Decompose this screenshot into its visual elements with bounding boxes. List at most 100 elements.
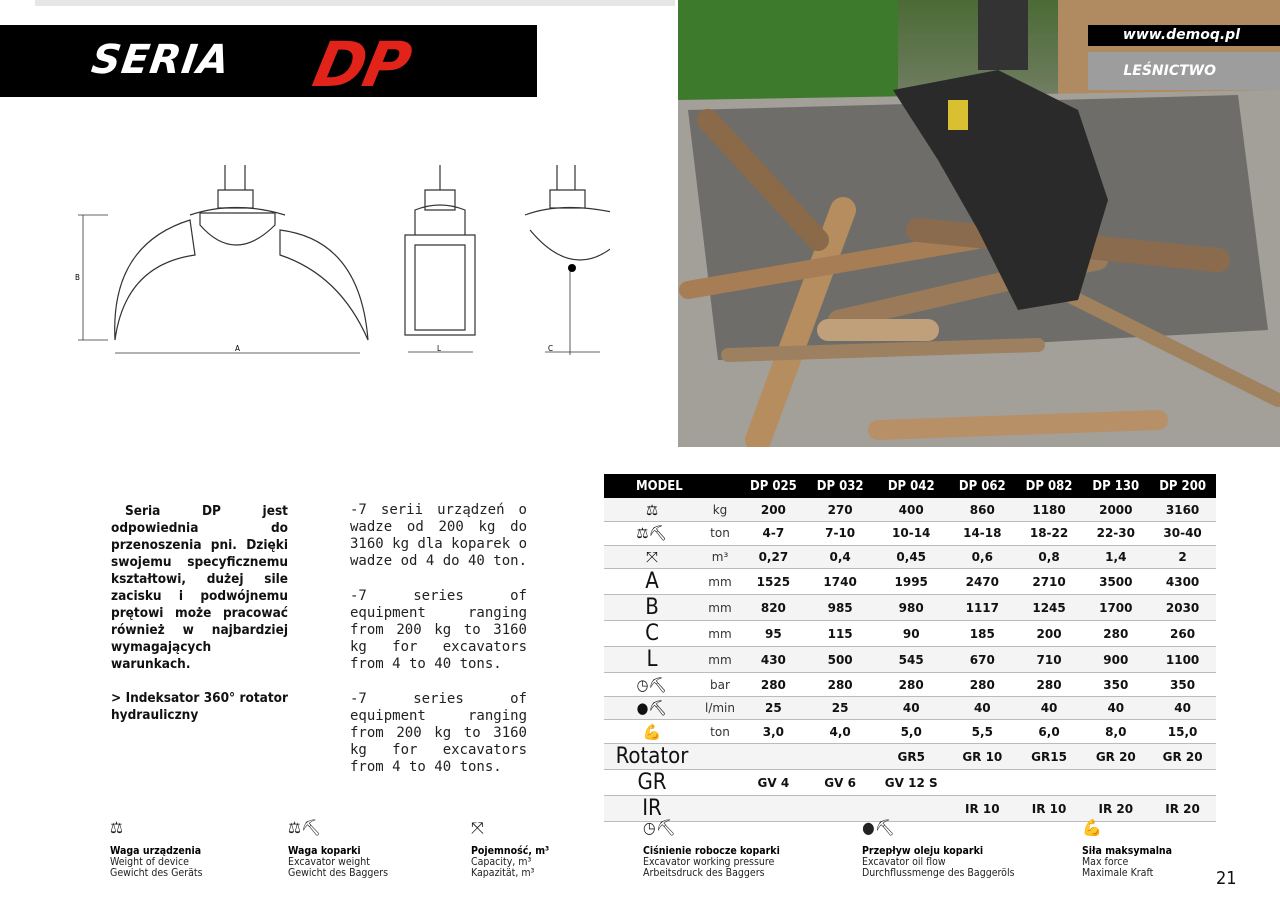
value-cell: 22-30 (1082, 521, 1150, 546)
capacity-icon: ⤧ (471, 818, 484, 837)
value-cell: 90 (873, 620, 949, 648)
value-cell: 1245 (1015, 594, 1083, 622)
value-cell: 40 (948, 696, 1016, 721)
model-column-header: DP 042 (873, 474, 949, 498)
value-cell: 5,5 (948, 719, 1016, 745)
legend-title: Waga urządzenia (110, 845, 202, 857)
unit-cell: bar (700, 672, 740, 697)
weight-icon: ⚖ (110, 818, 123, 837)
series-word: SERIA (88, 37, 234, 83)
top-rule (35, 0, 675, 6)
value-cell: 4-7 (740, 521, 807, 546)
model-column-header: DP 082 (1015, 474, 1083, 498)
value-cell: 3160 (1149, 498, 1216, 523)
value-cell: 8,0 (1082, 719, 1150, 745)
value-cell: 500 (806, 646, 874, 674)
value-cell: 545 (873, 646, 949, 674)
value-cell: 25 (740, 696, 807, 721)
value-cell: 6,0 (1015, 719, 1083, 745)
value-cell: 40 (873, 696, 949, 721)
website-url[interactable]: www.demoq.pl (1088, 25, 1280, 46)
value-cell: 2000 (1082, 498, 1150, 523)
value-cell: 200 (1015, 620, 1083, 648)
model-column-header: DP 200 (1149, 474, 1216, 498)
unit-cell: mm (700, 620, 740, 648)
legend-title: Siła maksymalna (1082, 845, 1173, 857)
value-cell: 2030 (1149, 594, 1216, 622)
value-cell: GV 12 S (873, 769, 949, 797)
legend-de: Durchflussmenge des Baggeröls (862, 867, 1015, 879)
legend-de: Gewicht des Geräts (110, 867, 203, 879)
table-row: Rotator GR5 GR 10 GR15 GR 20 GR 20 (604, 743, 1216, 771)
value-cell: 0,6 (948, 545, 1016, 570)
value-cell: 2710 (1015, 568, 1083, 596)
section-label: LEŚNICTWO (1088, 52, 1280, 90)
value-cell: 270 (806, 498, 874, 523)
feature-bullet: > Indeksator 360° rotator hydrauliczny (111, 690, 288, 723)
oil-drop-icon: ●⛏ (604, 696, 700, 721)
muscle-icon: 💪 (604, 719, 700, 745)
legend-title: Ciśnienie robocze koparki (643, 845, 780, 857)
value-cell: 3,0 (740, 719, 807, 745)
value-cell: 25 (806, 696, 874, 721)
value-cell: 1740 (806, 568, 874, 596)
legend-item: ◷⛏ Ciśnienie robocze koparki Excavator wor… (643, 820, 780, 879)
legend-item: ⚖⛏ Waga koparki Excavator weight Gewicht de… (288, 820, 388, 879)
row-label: C (604, 620, 700, 648)
value-cell (1149, 769, 1216, 797)
dim-c-label: C (548, 344, 553, 353)
value-cell (1015, 769, 1083, 797)
value-cell: 2 (1149, 545, 1216, 570)
unit-cell: mm (700, 568, 740, 596)
table-row: 💪 ton 3,0 4,0 5,0 5,5 6,0 8,0 15,0 (604, 719, 1216, 745)
page-number: 21 (1216, 868, 1237, 889)
table-row: ●⛏ l/min 25 25 40 40 40 40 40 (604, 696, 1216, 721)
value-cell: IR 20 (1149, 795, 1216, 823)
value-cell: 280 (1015, 672, 1083, 697)
legend-de: Kapazität, m³ (471, 867, 535, 879)
value-cell: 350 (1082, 672, 1150, 697)
value-cell: 0,45 (873, 545, 949, 570)
unit-cell: l/min (700, 696, 740, 721)
value-cell: 0,27 (740, 545, 807, 570)
value-cell: 1,4 (1082, 545, 1150, 570)
model-column-header: DP 062 (948, 474, 1016, 498)
value-cell (873, 795, 949, 823)
technical-drawings: B A L C (75, 165, 610, 355)
row-label: Rotator (604, 743, 700, 771)
value-cell: 4,0 (806, 719, 874, 745)
excavator-weight-icon: ⚖⛏ (604, 521, 700, 546)
value-cell (948, 769, 1016, 797)
value-cell: 1700 (1082, 594, 1150, 622)
value-cell: 1117 (948, 594, 1016, 622)
value-cell: 40 (1015, 696, 1083, 721)
value-cell: 185 (948, 620, 1016, 648)
weight-icon: ⚖ (604, 498, 700, 523)
legend-en: Excavator weight (288, 856, 370, 868)
legend-title: Pojemność, m³ (471, 845, 550, 857)
table-row: ⚖ kg 200 270 400 860 1180 2000 3160 (604, 498, 1216, 523)
value-cell: 280 (740, 672, 807, 697)
row-label: B (604, 594, 700, 622)
description-en: -7 series of equipment ranging from 200 … (350, 588, 527, 672)
dim-a-label: A (235, 344, 240, 353)
legend-item: 💪 Siła maksymalna Max force Maximale Kraft (1082, 820, 1173, 879)
legend-en: Excavator oil flow (862, 856, 946, 868)
value-cell: 1525 (740, 568, 807, 596)
series-header-bar (0, 25, 537, 97)
legend-title: Przepływ oleju koparki (862, 845, 984, 857)
value-cell: 1995 (873, 568, 949, 596)
table-row: ⤧ m³ 0,27 0,4 0,45 0,6 0,8 1,4 2 (604, 545, 1216, 570)
legend-title: Waga koparki (288, 845, 361, 857)
description-polish: Seria DP jest odpowiednia do przenoszeni… (111, 503, 288, 724)
legend-en: Capacity, m³ (471, 856, 532, 868)
value-cell: 1100 (1149, 646, 1216, 674)
row-label: IR (604, 795, 700, 823)
value-cell: 350 (1149, 672, 1216, 697)
model-column-header: DP 130 (1082, 474, 1150, 498)
dim-b-label: B (75, 273, 80, 282)
unit-cell: m³ (700, 545, 740, 570)
